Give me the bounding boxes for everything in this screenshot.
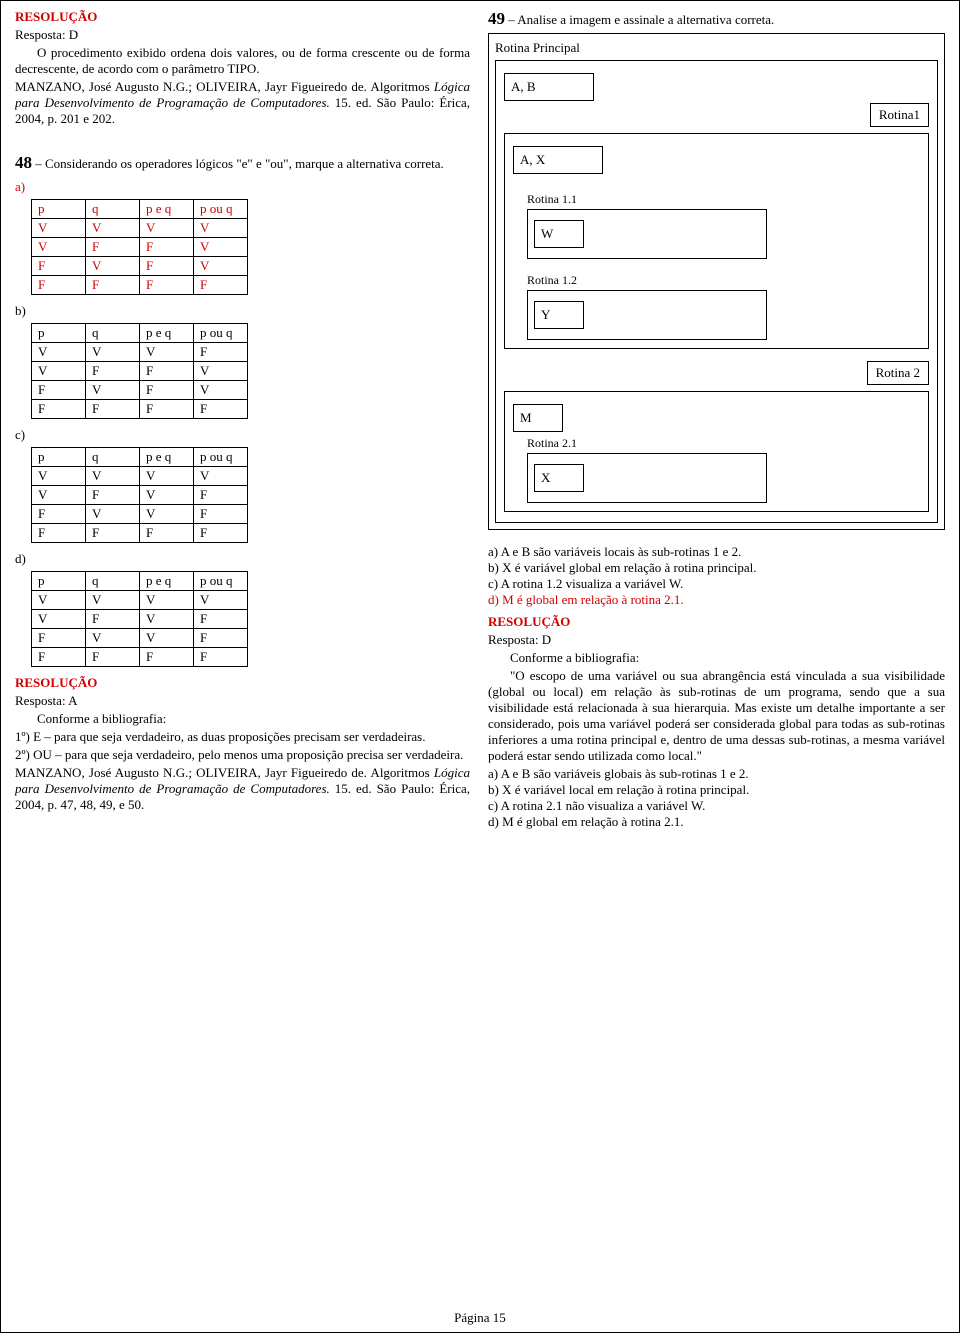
resolucao-heading-2: RESOLUÇÃO bbox=[15, 675, 470, 691]
diagram-rotina21-wrap: Rotina 2.1 X bbox=[527, 436, 920, 503]
reference-1: MANZANO, José Augusto N.G.; OLIVEIRA, Ja… bbox=[15, 79, 470, 127]
diagram-rotina12-box: Y bbox=[527, 290, 767, 340]
res3-a: a) A e B são variáveis globais às sub-ro… bbox=[488, 766, 945, 782]
resolucao-heading: RESOLUÇÃO bbox=[15, 9, 470, 25]
columns: RESOLUÇÃO Resposta: D O procedimento exi… bbox=[15, 9, 945, 830]
option-b-label: b) bbox=[15, 303, 470, 319]
option-a-label: a) bbox=[15, 179, 470, 195]
res3-bibliografia: Conforme a bibliografia: bbox=[488, 650, 945, 666]
res3-quote: "O escopo de uma variável ou sua abrangê… bbox=[488, 668, 945, 764]
page: RESOLUÇÃO Resposta: D O procedimento exi… bbox=[0, 0, 960, 1333]
diagram-rotina2-box: M Rotina 2.1 X bbox=[504, 391, 929, 512]
q49-option-b: b) X é variável global em relação à roti… bbox=[488, 560, 945, 576]
diagram-m-box: M bbox=[513, 404, 563, 432]
q49-option-a: a) A e B são variáveis locais às sub-rot… bbox=[488, 544, 945, 560]
diagram-rotina21-box: X bbox=[527, 453, 767, 503]
res3-b: b) X é variável local em relação à rotin… bbox=[488, 782, 945, 798]
option-c-label: c) bbox=[15, 427, 470, 443]
resolucao-heading-3: RESOLUÇÃO bbox=[488, 614, 945, 630]
diagram-rotina11-wrap: Rotina 1.1 W bbox=[527, 192, 920, 259]
res2-item2: 2º) OU – para que seja verdadeiro, pelo … bbox=[15, 747, 470, 763]
resposta-a: Resposta: A bbox=[15, 693, 470, 709]
right-column: 49 – Analise a imagem e assinale a alter… bbox=[488, 9, 945, 830]
diagram-rotina11-box: W bbox=[527, 209, 767, 259]
q49-text: – Analise a imagem e assinale a alternat… bbox=[505, 12, 774, 27]
truth-table-c: pqp e qp ou q VVVV VFVF FVVF FFFF bbox=[31, 447, 248, 543]
truth-table-a: pqp e qp ou q VVVV VFFV FVFV FFFF bbox=[31, 199, 248, 295]
q49-options: a) A e B são variáveis locais às sub-rot… bbox=[488, 544, 945, 608]
question-49: 49 – Analise a imagem e assinale a alter… bbox=[488, 9, 945, 29]
ref1-a: MANZANO, José Augusto N.G.; OLIVEIRA, Ja… bbox=[15, 79, 434, 94]
res2-item1: 1º) E – para que seja verdadeiro, as dua… bbox=[15, 729, 470, 745]
diagram-rotina1-box: A, X Rotina 1.1 W Rotina 1.2 Y bbox=[504, 133, 929, 349]
diagram-ax-box: A, X bbox=[513, 146, 603, 174]
ref2-a: MANZANO, José Augusto N.G.; OLIVEIRA, Ja… bbox=[15, 765, 434, 780]
diagram-main-label: Rotina Principal bbox=[495, 40, 938, 56]
resposta-d: Resposta: D bbox=[15, 27, 470, 43]
page-footer: Página 15 bbox=[1, 1310, 959, 1326]
diagram-main-box: A, B Rotina1 A, X Rotina 1.1 W bbox=[495, 60, 938, 523]
res2-bibliografia: Conforme a bibliografia: bbox=[15, 711, 470, 727]
truth-table-d: pqp e qp ou q VVVV VFVF FVVF FFFF bbox=[31, 571, 248, 667]
truth-table-b: pqp e qp ou q VVVF VFFV FVFV FFFF bbox=[31, 323, 248, 419]
q49-number: 49 bbox=[488, 9, 505, 28]
diagram-rotina11-label: Rotina 1.1 bbox=[527, 192, 920, 207]
diagram-rotina2-label: Rotina 2 bbox=[867, 361, 929, 385]
option-d-label: d) bbox=[15, 551, 470, 567]
q49-option-c: c) A rotina 1.2 visualiza a variável W. bbox=[488, 576, 945, 592]
q48-text: – Considerando os operadores lógicos "e"… bbox=[32, 156, 444, 171]
resolucao-text-1: O procedimento exibido ordena dois valor… bbox=[15, 45, 470, 77]
diagram-rotina21-label: Rotina 2.1 bbox=[527, 436, 920, 451]
routine-diagram: Rotina Principal A, B Rotina1 A, X Rotin… bbox=[488, 33, 945, 530]
diagram-rotina12-wrap: Rotina 1.2 Y bbox=[527, 273, 920, 340]
res3-c: c) A rotina 2.1 não visualiza a variável… bbox=[488, 798, 945, 814]
reference-2: MANZANO, José Augusto N.G.; OLIVEIRA, Ja… bbox=[15, 765, 470, 813]
diagram-rotina12-label: Rotina 1.2 bbox=[527, 273, 920, 288]
res3-d: d) M é global em relação à rotina 2.1. bbox=[488, 814, 945, 830]
resposta-d-2: Resposta: D bbox=[488, 632, 945, 648]
left-column: RESOLUÇÃO Resposta: D O procedimento exi… bbox=[15, 9, 470, 830]
diagram-w-box: W bbox=[534, 220, 584, 248]
q48-number: 48 bbox=[15, 153, 32, 172]
question-48: 48 – Considerando os operadores lógicos … bbox=[15, 153, 470, 173]
diagram-rotina1-label: Rotina1 bbox=[870, 103, 929, 127]
q49-option-d: d) M é global em relação à rotina 2.1. bbox=[488, 592, 945, 608]
diagram-y-box: Y bbox=[534, 301, 584, 329]
res3-items: a) A e B são variáveis globais às sub-ro… bbox=[488, 766, 945, 830]
diagram-ab-box: A, B bbox=[504, 73, 594, 101]
diagram-x-box: X bbox=[534, 464, 584, 492]
